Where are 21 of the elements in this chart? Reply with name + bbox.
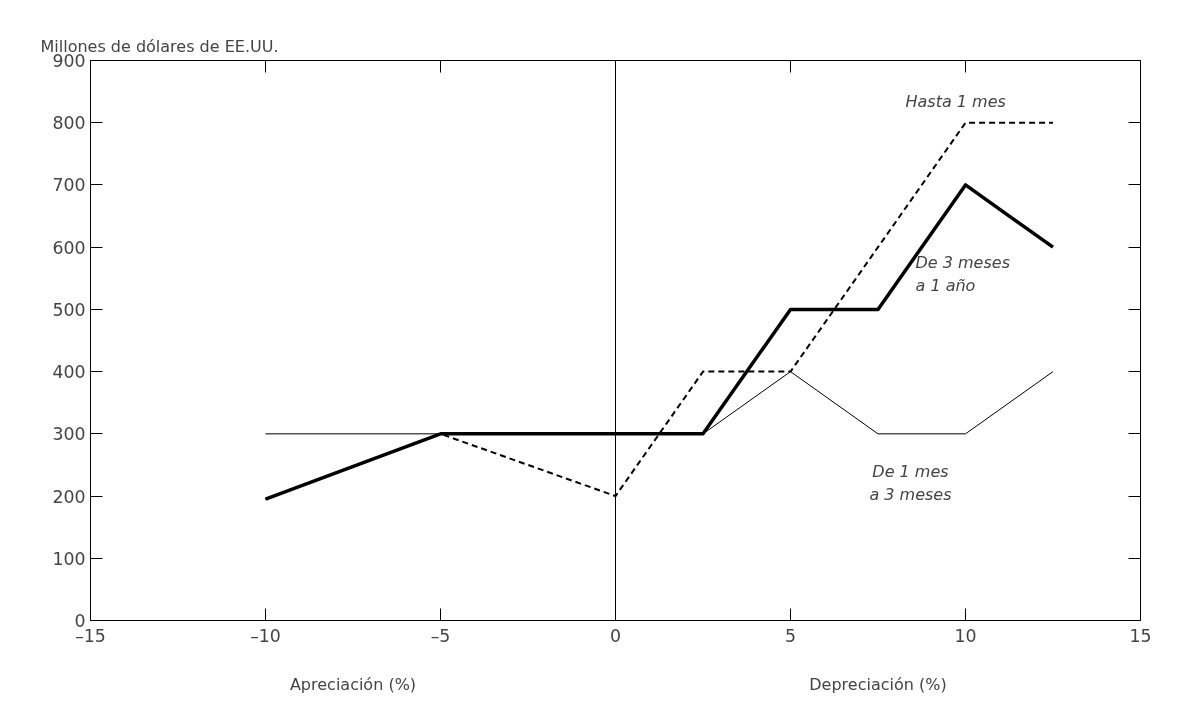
y-tick-label: 500 bbox=[52, 299, 86, 320]
y-tick-label: 200 bbox=[52, 486, 86, 507]
y-tick-label: 800 bbox=[52, 113, 86, 134]
series-label: De 1 mes a 3 meses bbox=[869, 462, 952, 504]
y-tick-label: 600 bbox=[52, 237, 86, 258]
y-tick-label: 0 bbox=[74, 611, 86, 631]
y-tick-label: 300 bbox=[52, 424, 86, 445]
text: Depreciación (%) bbox=[809, 674, 947, 694]
x-tick-label: 15 bbox=[1129, 625, 1152, 646]
text: Apreciación (%) bbox=[289, 674, 417, 694]
x-tick-label: 10 bbox=[954, 625, 977, 646]
y-tick-label: 700 bbox=[52, 175, 86, 196]
x-tick-label: –10 bbox=[250, 625, 281, 646]
x-tick-label: 5 bbox=[784, 625, 797, 646]
x-tick-label: –5 bbox=[430, 625, 451, 646]
series-label: De 3 meses a 1 año bbox=[915, 253, 1010, 295]
x-tick-label: 0 bbox=[609, 625, 622, 646]
y-tick-label: 900 bbox=[52, 51, 86, 71]
series-label: Hasta 1 mes bbox=[905, 91, 1006, 111]
y-tick-label: 400 bbox=[52, 362, 86, 383]
y-tick-label: 100 bbox=[52, 548, 86, 569]
